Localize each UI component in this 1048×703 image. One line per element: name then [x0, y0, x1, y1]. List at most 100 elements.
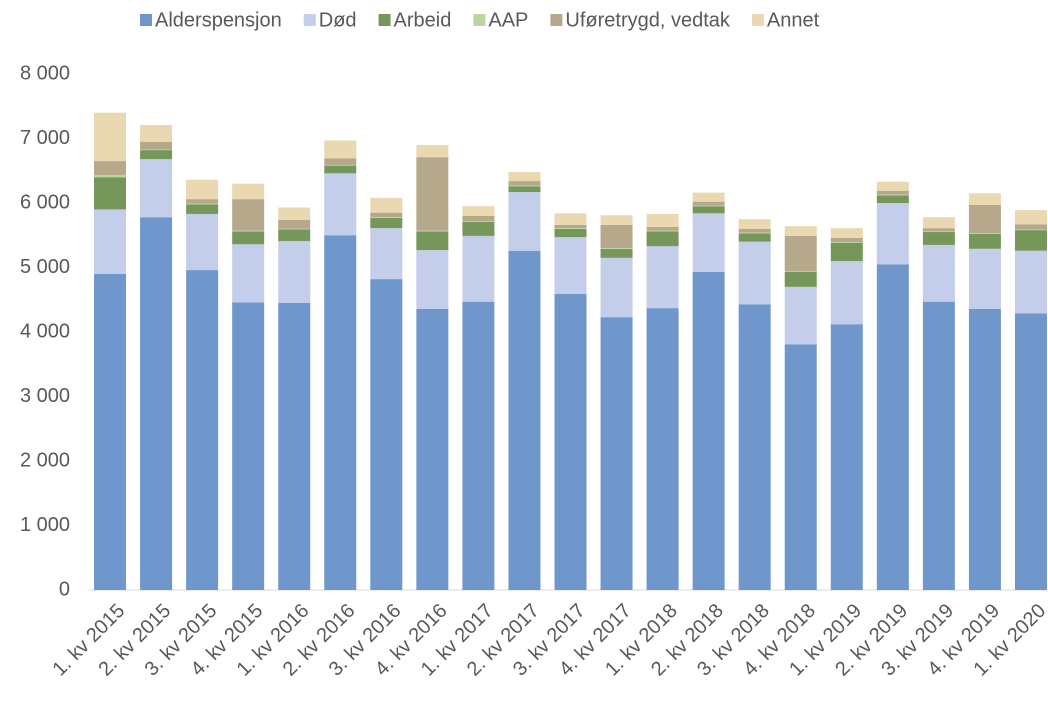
- bar-segment: [600, 248, 633, 258]
- bar-segment: [186, 270, 219, 590]
- y-tick-label: 2 000: [20, 449, 70, 471]
- bar-segment: [830, 228, 863, 238]
- bar-segment: [922, 231, 955, 233]
- bar-segment: [876, 194, 909, 196]
- y-tick-label: 3 000: [20, 385, 70, 407]
- bar-segment: [508, 250, 541, 591]
- bar-segment: [554, 213, 587, 225]
- bar-segment: [1014, 230, 1047, 251]
- y-tick-label: 0: [59, 578, 70, 600]
- legend-swatch: [751, 14, 764, 26]
- bar-segment: [94, 273, 127, 590]
- legend-label: Arbeid: [394, 9, 452, 31]
- bar-segment: [968, 248, 1001, 309]
- bar-segment: [784, 226, 817, 236]
- bar-segment: [462, 221, 495, 222]
- bar-segment: [1014, 250, 1047, 314]
- bar-segment: [738, 233, 771, 242]
- bar-segment: [830, 324, 863, 590]
- bar-segment: [416, 308, 449, 590]
- bar-segment: [646, 213, 679, 227]
- bar-segment: [232, 230, 265, 232]
- bar-segment: [462, 215, 495, 222]
- bar-segment: [324, 140, 357, 159]
- bar-segment: [968, 193, 1001, 205]
- bar-segment: [876, 203, 909, 265]
- bar-segment: [416, 231, 449, 251]
- bar-segment: [646, 308, 679, 590]
- bar-segment: [94, 112, 127, 162]
- legend-label: Annet: [767, 9, 820, 31]
- bar-segment: [554, 224, 587, 229]
- bar-segment: [232, 231, 265, 245]
- bar-segment: [784, 286, 817, 345]
- bar-segment: [186, 213, 219, 271]
- bar-segment: [186, 199, 219, 204]
- bar-segment: [1014, 313, 1047, 590]
- bar-segment: [646, 246, 679, 309]
- bar-segment: [186, 203, 219, 205]
- bar-segment: [692, 213, 725, 273]
- bar-segment: [784, 235, 817, 272]
- bar-segment: [324, 158, 357, 165]
- bar-segment: [600, 248, 633, 249]
- bar-segment: [738, 232, 771, 234]
- bar-segment: [140, 217, 173, 590]
- bar-segment: [232, 244, 265, 303]
- bar-segment: [554, 237, 587, 294]
- bar-segment: [922, 217, 955, 229]
- legend-label: Alderspensjon: [155, 9, 282, 31]
- legend-swatch: [378, 14, 391, 26]
- bar-segment: [968, 233, 1001, 234]
- bar-segment: [692, 206, 725, 214]
- bar-segment: [140, 149, 173, 151]
- bar-segment: [416, 230, 449, 232]
- bar-segment: [232, 183, 265, 200]
- bar-segment: [324, 173, 357, 236]
- bar-segment: [738, 219, 771, 229]
- bar-segment: [278, 207, 311, 220]
- bar-segment: [232, 199, 265, 231]
- bar-segment: [94, 209, 127, 274]
- bar-segment: [508, 181, 541, 186]
- legend-label: Død: [319, 9, 357, 31]
- bar-segment: [94, 161, 127, 176]
- bar-segment: [370, 279, 403, 590]
- bar-segment: [324, 165, 357, 174]
- bar-segment: [600, 215, 633, 225]
- bar-segment: [784, 344, 817, 590]
- bar-segment: [94, 175, 127, 178]
- bar-segment: [784, 272, 817, 287]
- bar-segment: [186, 204, 219, 214]
- bar-segment: [140, 124, 173, 142]
- y-tick-label: 1 000: [20, 514, 70, 536]
- y-tick-label: 7 000: [20, 127, 70, 149]
- bar-segment: [692, 272, 725, 590]
- bar-segment: [370, 217, 403, 229]
- bar-segment: [922, 232, 955, 245]
- legend-label: AAP: [488, 9, 528, 31]
- bar-segment: [186, 179, 219, 200]
- bar-segment: [278, 241, 311, 303]
- bar-segment: [738, 304, 771, 590]
- bar-segment: [876, 195, 909, 203]
- bar-segment: [324, 164, 357, 166]
- bar-segment: [370, 217, 403, 218]
- bar-segment: [278, 228, 311, 230]
- bar-segment: [324, 235, 357, 590]
- bar-segment: [508, 172, 541, 182]
- bar-segment: [370, 197, 403, 213]
- bar-segment: [462, 221, 495, 236]
- legend-label: Uføretrygd, vedtak: [565, 9, 731, 31]
- bar-segment: [232, 302, 265, 590]
- bar-segment: [830, 237, 863, 243]
- bar-segment: [600, 257, 633, 318]
- bar-segment: [600, 317, 633, 590]
- bar-segment: [646, 226, 679, 231]
- bar-segment: [876, 264, 909, 590]
- bar-segment: [830, 242, 863, 262]
- bar-segment: [830, 242, 863, 243]
- bar-segment: [738, 241, 771, 305]
- bar-segment: [922, 228, 955, 232]
